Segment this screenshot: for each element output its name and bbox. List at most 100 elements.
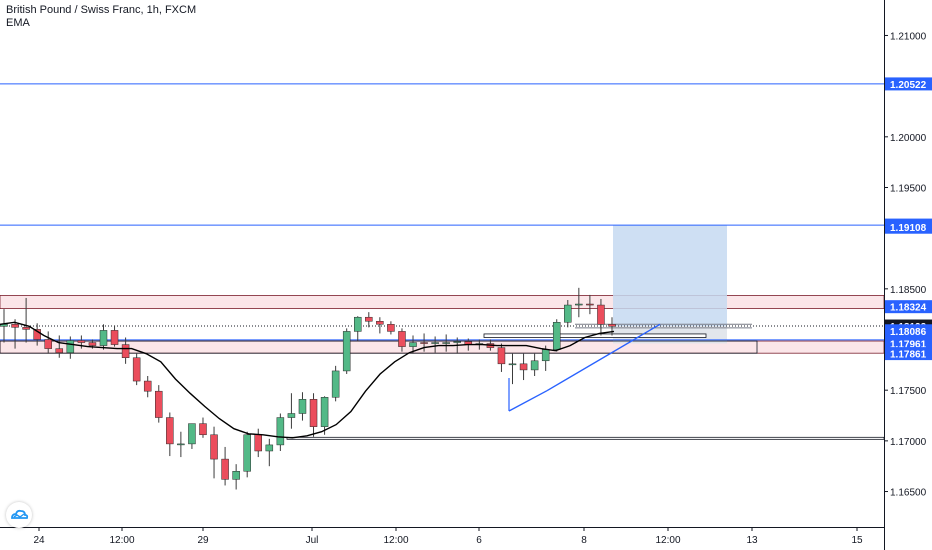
candle-body — [552, 322, 561, 350]
cloud-icon — [11, 509, 29, 519]
candle-body — [320, 397, 329, 427]
candle[interactable] — [166, 412, 174, 457]
candle[interactable] — [309, 393, 318, 437]
candle-body — [22, 327, 30, 330]
candle[interactable] — [22, 297, 30, 343]
candle[interactable] — [55, 335, 64, 358]
candle-body — [188, 423, 196, 445]
candle[interactable] — [586, 294, 594, 315]
candle[interactable] — [121, 337, 130, 364]
time-tick-label: 15 — [851, 535, 863, 546]
candle-body — [221, 458, 229, 480]
candle[interactable] — [188, 423, 196, 449]
candle-body — [298, 399, 307, 414]
price-label: 1.18324 — [890, 303, 927, 314]
candle[interactable] — [320, 396, 329, 435]
candle[interactable] — [420, 333, 428, 352]
candle[interactable] — [552, 319, 561, 352]
candle-body — [431, 342, 439, 344]
trend-line[interactable] — [546, 323, 661, 392]
sr-zone[interactable] — [0, 340, 885, 354]
trend-line[interactable] — [508, 390, 548, 412]
candle-body — [121, 344, 130, 359]
candle[interactable] — [298, 392, 307, 421]
candle[interactable] — [597, 298, 605, 336]
price-tick-label: 1.20000 — [890, 133, 927, 144]
candle-body — [541, 349, 550, 362]
price-tick-label: 1.19500 — [890, 183, 927, 194]
time-tick-label: 29 — [197, 535, 209, 546]
candle[interactable] — [342, 328, 351, 374]
candle-body — [155, 390, 163, 418]
position-target-zone[interactable] — [613, 225, 727, 327]
candle[interactable] — [365, 312, 373, 328]
candle[interactable] — [243, 431, 251, 478]
tradingview-logo[interactable] — [6, 502, 32, 528]
candle[interactable] — [221, 446, 229, 486]
candle[interactable] — [232, 464, 240, 490]
candle[interactable] — [431, 336, 439, 353]
candle-body — [453, 341, 461, 343]
candle[interactable] — [177, 431, 185, 458]
candle[interactable] — [387, 321, 395, 335]
price-axis[interactable]: 1.21000 1.20000 1.19500 1.18500 1.17500 1.170… — [884, 0, 932, 550]
candle[interactable] — [608, 317, 616, 336]
candle[interactable] — [33, 323, 41, 346]
candle[interactable] — [44, 331, 52, 354]
candle[interactable] — [409, 335, 417, 354]
candle[interactable] — [497, 343, 506, 372]
candle[interactable] — [132, 353, 141, 386]
candle-body — [597, 304, 605, 325]
candle-body — [353, 316, 362, 332]
candle-body — [33, 329, 41, 340]
candle[interactable] — [110, 325, 119, 347]
time-axis[interactable]: 24 12:00 29 Jul 12:00 6 8 12:00 13 15 — [0, 527, 884, 550]
drawn-rectangle[interactable] — [286, 436, 885, 440]
candle[interactable] — [11, 319, 19, 349]
candle[interactable] — [265, 438, 274, 467]
candle[interactable] — [575, 287, 583, 318]
candle-body — [276, 417, 285, 446]
candle-body — [376, 321, 384, 325]
time-tick-label: Jul — [306, 535, 319, 546]
candle-body — [309, 399, 318, 427]
plot-area[interactable] — [0, 0, 885, 527]
candle-body — [66, 340, 75, 353]
price-axis-bg — [884, 0, 932, 550]
price-tick-label: 1.17500 — [890, 386, 927, 397]
candle[interactable] — [287, 393, 296, 429]
candle-body — [44, 339, 52, 349]
candle-body — [99, 330, 108, 346]
candle[interactable] — [564, 299, 572, 328]
time-axis-bg — [0, 527, 884, 550]
price-label-box — [885, 77, 932, 91]
candle[interactable] — [353, 316, 362, 341]
candle[interactable] — [210, 426, 218, 479]
price-label-box — [885, 300, 932, 314]
candle[interactable] — [276, 413, 285, 451]
candle-body — [177, 443, 185, 446]
chart-legend: British Pound / Swiss Franc, 1h, FXCM EM… — [6, 4, 196, 30]
candle-body — [508, 363, 517, 366]
sr-zone[interactable] — [0, 295, 885, 309]
candle[interactable] — [442, 334, 450, 352]
candle[interactable] — [376, 317, 384, 334]
candle-body — [77, 340, 86, 343]
candle[interactable] — [199, 417, 207, 438]
price-label-box — [885, 336, 932, 350]
candle[interactable] — [155, 385, 163, 423]
candle[interactable] — [66, 336, 75, 359]
candle[interactable] — [530, 353, 539, 376]
drawn-rectangle[interactable] — [0, 340, 758, 354]
candle[interactable] — [331, 365, 340, 402]
candle-body — [110, 330, 119, 345]
candle-body — [497, 347, 506, 365]
candle[interactable] — [398, 328, 406, 352]
candle[interactable] — [143, 375, 152, 398]
candle[interactable] — [99, 324, 108, 350]
candle-body — [420, 342, 428, 344]
candle[interactable] — [508, 353, 517, 385]
price-label: 1.19108 — [890, 223, 927, 234]
candle[interactable] — [519, 353, 528, 381]
